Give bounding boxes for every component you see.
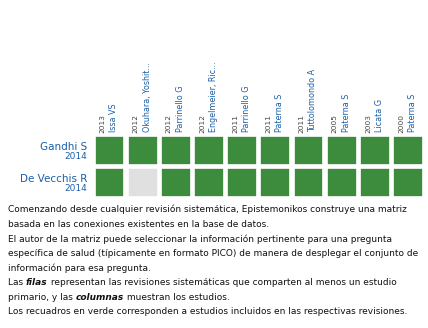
Bar — [393, 168, 423, 197]
Text: Gandhi S: Gandhi S — [40, 142, 87, 152]
Text: Licata G: Licata G — [375, 99, 384, 132]
Text: Engelmeier, Ric...: Engelmeier, Ric... — [209, 61, 218, 132]
Bar — [360, 136, 390, 165]
Bar — [360, 168, 390, 197]
Text: específica de salud (típicamente en formato PICO) de manera de desplegar el conj: específica de salud (típicamente en form… — [8, 249, 418, 258]
Text: El autor de la matriz puede seleccionar la información pertinente para una pregu: El autor de la matriz puede seleccionar … — [8, 234, 392, 244]
Text: Paterna S: Paterna S — [408, 93, 417, 132]
Bar — [327, 168, 357, 197]
Bar — [393, 136, 423, 165]
Text: Tuttolomondo A: Tuttolomondo A — [309, 69, 318, 132]
Text: Comenzando desde cualquier revisión sistemática, Epistemonikos construye una mat: Comenzando desde cualquier revisión sist… — [8, 205, 407, 215]
Bar — [161, 168, 191, 197]
Text: filas: filas — [26, 278, 48, 287]
Text: Okuhara, Yoshit...: Okuhara, Yoshit... — [143, 62, 152, 132]
Bar — [128, 168, 158, 197]
Bar — [261, 168, 290, 197]
Text: Paterna S: Paterna S — [342, 93, 351, 132]
Text: 2005: 2005 — [332, 114, 338, 133]
Bar — [294, 168, 324, 197]
Text: 2011: 2011 — [265, 113, 271, 133]
Text: 2012: 2012 — [166, 113, 172, 133]
Bar — [194, 168, 224, 197]
Bar — [327, 136, 357, 165]
Text: 2000: 2000 — [398, 113, 404, 133]
Text: columnas: columnas — [76, 293, 124, 302]
Text: información para esa pregunta.: información para esa pregunta. — [8, 263, 151, 273]
Bar — [95, 168, 125, 197]
Text: 2011: 2011 — [299, 113, 305, 133]
Bar — [227, 168, 257, 197]
Text: 2003: 2003 — [365, 114, 371, 133]
Text: 2014: 2014 — [64, 184, 87, 193]
Bar — [161, 136, 191, 165]
Bar — [294, 136, 324, 165]
Bar — [227, 136, 257, 165]
Text: muestran los estudios.: muestran los estudios. — [124, 293, 230, 302]
Bar — [95, 136, 125, 165]
Text: Paterna S: Paterna S — [275, 93, 284, 132]
Text: 2011: 2011 — [232, 113, 238, 133]
Text: 2012: 2012 — [199, 113, 205, 133]
Text: 2013: 2013 — [100, 114, 106, 133]
Bar — [194, 136, 224, 165]
Text: De Vecchis R: De Vecchis R — [20, 174, 87, 184]
Text: primario, y las: primario, y las — [8, 293, 76, 302]
Text: Parrinello G: Parrinello G — [176, 85, 185, 132]
Bar — [261, 136, 290, 165]
Text: representan las revisiones sistemáticas que comparten al menos un estudio: representan las revisiones sistemáticas … — [48, 278, 396, 287]
Text: 2014: 2014 — [64, 152, 87, 161]
Text: Parrinello G: Parrinello G — [242, 85, 251, 132]
Text: Los recuadros en verde corresponden a estudios incluidos en las respectivas revi: Los recuadros en verde corresponden a es… — [8, 307, 407, 316]
Text: 2012: 2012 — [133, 113, 139, 133]
Text: Las: Las — [8, 278, 26, 287]
Text: Issa VS: Issa VS — [110, 103, 119, 132]
Text: basada en las conexiones existentes en la base de datos.: basada en las conexiones existentes en l… — [8, 219, 269, 229]
Bar — [128, 136, 158, 165]
